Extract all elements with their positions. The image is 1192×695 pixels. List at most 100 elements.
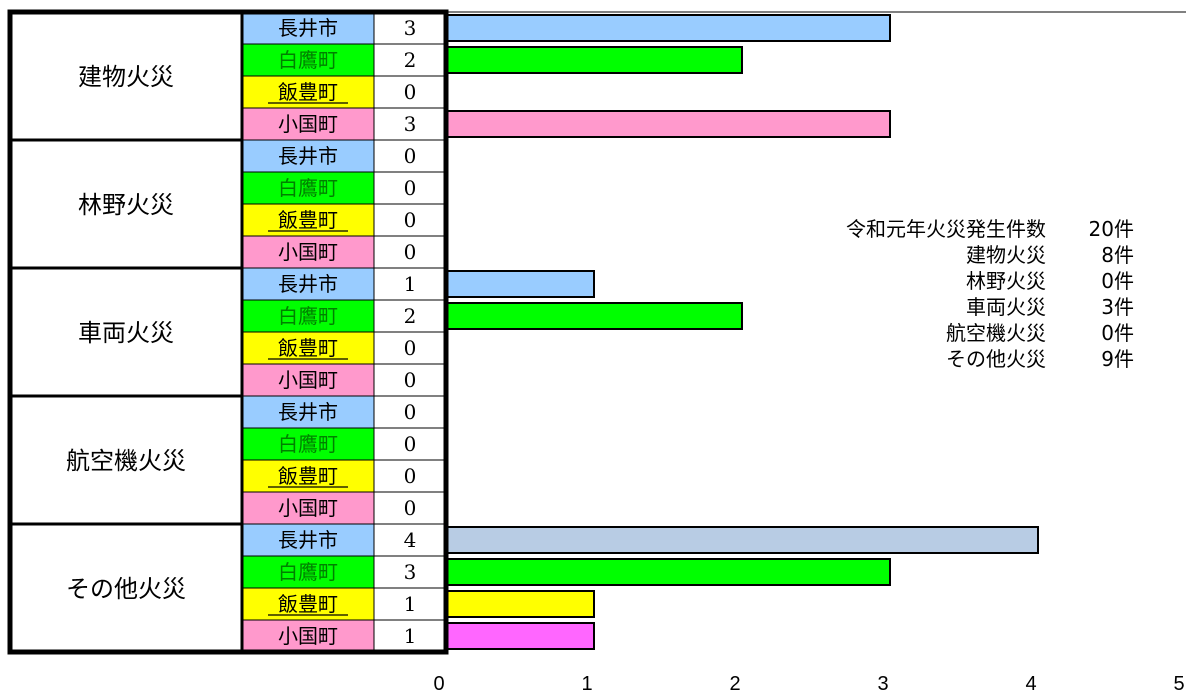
town-cell: [241, 139, 375, 173]
town-cell: [241, 395, 375, 429]
bar: [446, 526, 1039, 554]
category-label: その他火災: [66, 575, 186, 603]
count-label: 2: [404, 48, 417, 72]
count-label: 0: [404, 464, 417, 488]
summary-name: 令和元年火災発生件数: [846, 217, 1046, 241]
count-cell: [373, 427, 447, 461]
town-label: 小国町: [278, 112, 338, 136]
count-cell: [373, 171, 447, 205]
summary-value: 3件: [1101, 295, 1134, 319]
table-border: [7, 9, 449, 655]
summary-box: 令和元年火災発生件数 20件 建物火災 8件 林野火災 0件 車両火災 3件 航空機火災 0件 その…: [790, 216, 1140, 372]
town-label: 長井市: [278, 144, 338, 168]
summary-row: その他火災 9件: [790, 346, 1140, 372]
town-label: 小国町: [278, 368, 338, 392]
town-cell: [241, 619, 375, 653]
x-tick-label: 0: [433, 673, 444, 695]
town-label: 飯豊町: [278, 80, 338, 104]
x-tick-label: 2: [729, 673, 740, 695]
bar: [446, 14, 891, 42]
town-cell: [241, 299, 375, 333]
town-label: 白鷹町: [278, 560, 338, 584]
summary-value: 0件: [1101, 269, 1134, 293]
count-cell: [373, 203, 447, 237]
count-label: 1: [404, 592, 417, 616]
category-cell: [9, 395, 243, 525]
town-label: 飯豊町: [278, 464, 338, 488]
category-label: 車両火災: [78, 319, 174, 347]
town-label: 長井市: [278, 528, 338, 552]
count-cell: [373, 139, 447, 173]
count-label: 3: [404, 560, 417, 584]
town-cell: [241, 107, 375, 141]
summary-name: 建物火災: [966, 243, 1046, 267]
summary-name: 航空機火災: [946, 321, 1046, 345]
count-label: 3: [404, 112, 417, 136]
category-label: 建物火災: [78, 63, 174, 91]
summary-value: 0件: [1101, 321, 1134, 345]
bar: [446, 46, 743, 74]
count-cell: [373, 459, 447, 493]
summary-name: 車両火災: [966, 295, 1046, 319]
count-cell: [373, 11, 447, 45]
summary-name: 林野火災: [966, 269, 1046, 293]
town-label: 小国町: [278, 240, 338, 264]
count-label: 0: [404, 240, 417, 264]
category-cell: [9, 139, 243, 269]
count-label: 0: [404, 176, 417, 200]
count-label: 3: [404, 16, 417, 40]
count-cell: [373, 235, 447, 269]
town-label: 長井市: [278, 272, 338, 296]
town-label: 白鷹町: [278, 176, 338, 200]
summary-row: 令和元年火災発生件数 20件: [790, 216, 1140, 242]
town-cell: [241, 491, 375, 525]
count-cell: [373, 491, 447, 525]
count-label: 0: [404, 432, 417, 456]
count-label: 0: [404, 144, 417, 168]
town-label: 白鷹町: [278, 304, 338, 328]
summary-value: 20件: [1088, 217, 1134, 241]
bar: [446, 302, 743, 330]
summary-value: 8件: [1101, 243, 1134, 267]
town-label: 飯豊町: [278, 592, 338, 616]
bar: [446, 590, 595, 618]
bar: [446, 558, 891, 586]
bar: [446, 110, 891, 138]
count-label: 0: [404, 208, 417, 232]
summary-row: 林野火災 0件: [790, 268, 1140, 294]
count-label: 2: [404, 304, 417, 328]
count-cell: [373, 267, 447, 301]
summary-row: 車両火災 3件: [790, 294, 1140, 320]
town-label: 飯豊町: [278, 208, 338, 232]
town-label: 長井市: [278, 16, 338, 40]
count-cell: [373, 619, 447, 653]
count-label: 0: [404, 400, 417, 424]
town-label: 白鷹町: [278, 432, 338, 456]
count-cell: [373, 331, 447, 365]
town-label: 小国町: [278, 624, 338, 648]
count-cell: [373, 555, 447, 589]
category-label: 航空機火災: [66, 447, 186, 475]
summary-row: 建物火災 8件: [790, 242, 1140, 268]
x-tick-label: 5: [1173, 673, 1184, 695]
x-tick-label: 3: [877, 673, 888, 695]
bar: [446, 270, 595, 298]
category-label: 林野火災: [78, 191, 174, 219]
town-cell: [241, 235, 375, 269]
count-label: 0: [404, 80, 417, 104]
count-label: 0: [404, 336, 417, 360]
bar: [446, 622, 595, 650]
count-cell: [373, 299, 447, 333]
x-tick-label: 4: [1025, 673, 1036, 695]
x-tick-label: 1: [581, 673, 592, 695]
count-label: 4: [404, 528, 417, 552]
count-label: 0: [404, 496, 417, 520]
town-label: 飯豊町: [278, 336, 338, 360]
summary-name: その他火災: [946, 347, 1046, 371]
count-label: 0: [404, 368, 417, 392]
summary-row: 航空機火災 0件: [790, 320, 1140, 346]
town-label: 白鷹町: [278, 48, 338, 72]
town-label: 小国町: [278, 496, 338, 520]
town-label: 長井市: [278, 400, 338, 424]
